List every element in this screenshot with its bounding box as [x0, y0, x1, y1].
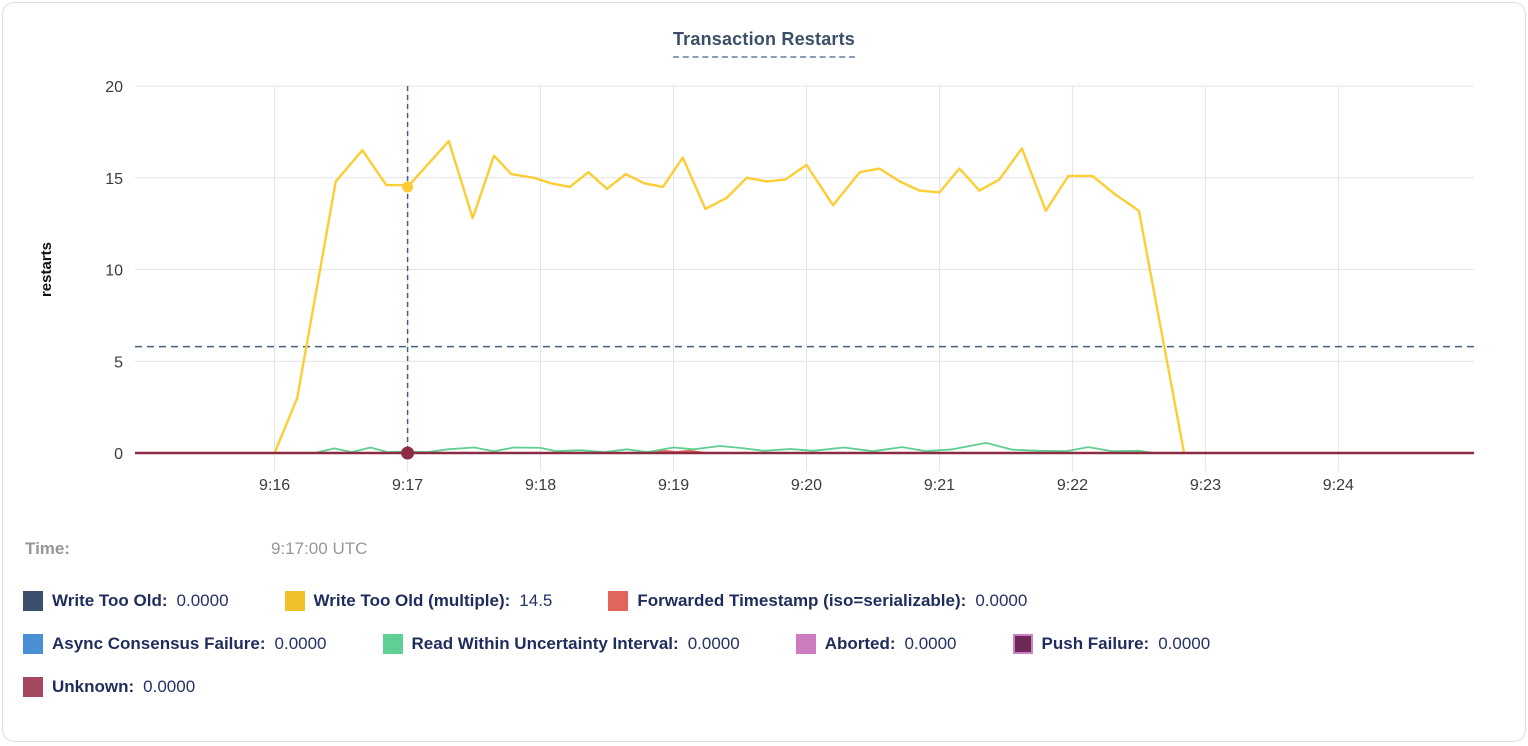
legend-series-value: 0.0000: [176, 591, 229, 610]
chart-title[interactable]: Transaction Restarts: [672, 29, 856, 58]
time-label: Time:: [25, 539, 71, 558]
legend-item: Write Too Old (multiple): 14.5: [284, 591, 553, 611]
legend-row: Async Consensus Failure: 0.0000 Read Wit…: [23, 634, 1513, 654]
x-tick-label: 9:20: [791, 477, 822, 494]
series-line-write-too-old-multiple: [273, 139, 1186, 454]
legend-row: Unknown: 0.0000: [23, 677, 1513, 697]
legend-row: Write Too Old: 0.0000 Write Too Old (mul…: [23, 591, 1513, 611]
legend-series-value: 14.5: [519, 591, 553, 610]
legend-swatch: [284, 591, 305, 611]
x-tick-label: 9:23: [1190, 477, 1221, 494]
legend-series-name: Unknown:: [52, 677, 135, 696]
legend-item: Aborted: 0.0000: [795, 634, 957, 654]
x-tick-label: 9:19: [658, 477, 689, 494]
legend-series-value: 0.0000: [1158, 634, 1211, 653]
legend-swatch: [382, 634, 403, 654]
y-tick-label: 15: [105, 171, 123, 188]
legend-swatch: [23, 591, 43, 611]
legend-series-value: 0.0000: [274, 634, 327, 653]
legend-swatch: [608, 591, 629, 611]
x-tick-label: 9:18: [525, 477, 556, 494]
y-tick-label: 0: [114, 446, 123, 463]
legend-series-name: Write Too Old:: [52, 591, 168, 610]
legend-series-value: 0.0000: [687, 634, 740, 653]
legend-series-name: Async Consensus Failure:: [52, 634, 266, 653]
hover-dot: [402, 181, 414, 193]
y-tick-label: 5: [114, 354, 123, 371]
legend-series-name: Read Within Uncertainty Interval:: [411, 634, 679, 653]
y-tick-label: 10: [105, 263, 123, 280]
legend-item: Push Failure: 0.0000: [1012, 634, 1211, 654]
time-value: 9:17:00 UTC: [271, 539, 368, 558]
chart-header: Transaction Restarts: [3, 29, 1525, 58]
legend-series-value: 0.0000: [904, 634, 957, 653]
legend-series-value: 0.0000: [975, 591, 1028, 610]
y-tick-label: 20: [105, 79, 123, 96]
legend-item: Unknown: 0.0000: [23, 677, 195, 697]
legend: Write Too Old: 0.0000 Write Too Old (mul…: [23, 591, 1513, 720]
x-tick-label: 9:16: [259, 477, 290, 494]
legend-item: Async Consensus Failure: 0.0000: [23, 634, 327, 654]
hover-time-row: Time: 9:17:00 UTC: [25, 539, 367, 559]
legend-series-name: Push Failure:: [1041, 634, 1150, 653]
hover-dot: [401, 446, 415, 460]
x-tick-label: 9:22: [1057, 477, 1088, 494]
legend-series-value: 0.0000: [143, 677, 196, 696]
legend-series-name: Write Too Old (multiple):: [313, 591, 511, 610]
y-axis-label: restarts: [38, 242, 55, 297]
legend-swatch: [23, 677, 43, 697]
legend-item: Read Within Uncertainty Interval: 0.0000: [382, 634, 740, 654]
legend-series-name: Forwarded Timestamp (iso=serializable):: [637, 591, 967, 610]
transaction-restarts-chart[interactable]: 0 5 10 15 20 9:16 9:17 9:18 9:19 9:20 9:21 9:22 9:23…: [3, 3, 1526, 508]
x-tick-label: 9:21: [924, 477, 955, 494]
series-line-read-within-uncertainty-interval: [314, 441, 1156, 454]
legend-item: Forwarded Timestamp (iso=serializable): …: [608, 591, 1027, 611]
x-tick-label: 9:24: [1323, 477, 1354, 494]
legend-swatch: [1012, 634, 1033, 654]
legend-series-name: Aborted:: [824, 634, 896, 653]
legend-swatch: [23, 634, 43, 654]
x-tick-label: 9:17: [392, 477, 423, 494]
legend-item: Write Too Old: 0.0000: [23, 591, 229, 611]
legend-swatch: [795, 634, 816, 654]
